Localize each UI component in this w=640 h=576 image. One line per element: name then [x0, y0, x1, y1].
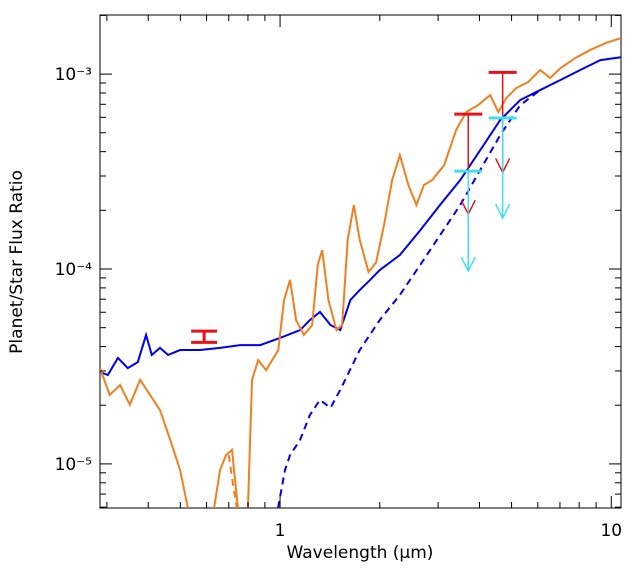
y-tick-label: 10⁻³	[55, 65, 92, 85]
series-line	[277, 89, 541, 508]
plot-area	[100, 37, 621, 508]
y-tick-label: 10⁻⁵	[55, 455, 92, 475]
series-line	[227, 454, 238, 508]
y-axis-label: Planet/Star Flux Ratio	[7, 170, 27, 354]
plot-frame	[99, 14, 622, 509]
x-tick-label: 1	[275, 521, 286, 541]
x-tick-label: 10	[600, 521, 622, 541]
x-axis-label: Wavelength (μm)	[287, 543, 434, 563]
series-line	[100, 37, 621, 508]
arrow-head	[494, 203, 511, 220]
arrow-head	[460, 256, 476, 273]
series-line	[100, 56, 621, 377]
y-tick-label: 10⁻⁴	[55, 260, 93, 280]
